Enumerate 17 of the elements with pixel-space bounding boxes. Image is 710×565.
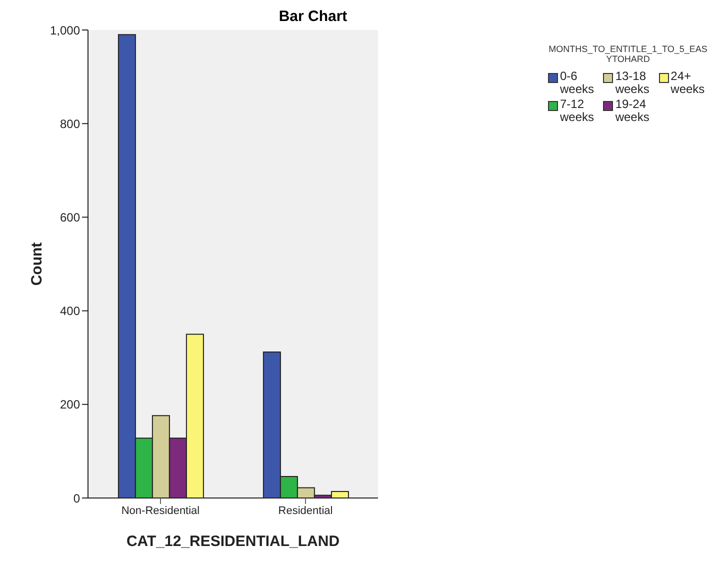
chart-title: Bar Chart: [278, 8, 348, 25]
legend-label: 13-18 weeks: [615, 69, 650, 96]
y-tick-label: 0: [73, 491, 80, 506]
x-tick-label: Non-Residential: [121, 504, 200, 517]
y-tick-label: 800: [60, 116, 80, 131]
y-tick-label: 200: [60, 398, 80, 412]
legend-label: 0-6 weeks: [560, 69, 596, 96]
legend-label: 24+ weeks: [670, 69, 706, 96]
x-tick-label: Residential: [278, 504, 333, 517]
legend-title: MONTHS_TO_ENTITLE_1_TO_5_EASYTOHARD: [548, 44, 708, 64]
x-axis-title: CAT_12_RESIDENTIAL_LAND: [126, 533, 340, 550]
legend-label: 19-24 weeks: [615, 97, 650, 124]
y-axis-title: Count: [28, 242, 46, 286]
y-tick-label: 400: [60, 304, 80, 318]
y-tick-label: 600: [60, 210, 80, 224]
y-tick-label: 1,000: [50, 23, 80, 38]
legend-label: 7-12 weeks: [560, 97, 596, 124]
